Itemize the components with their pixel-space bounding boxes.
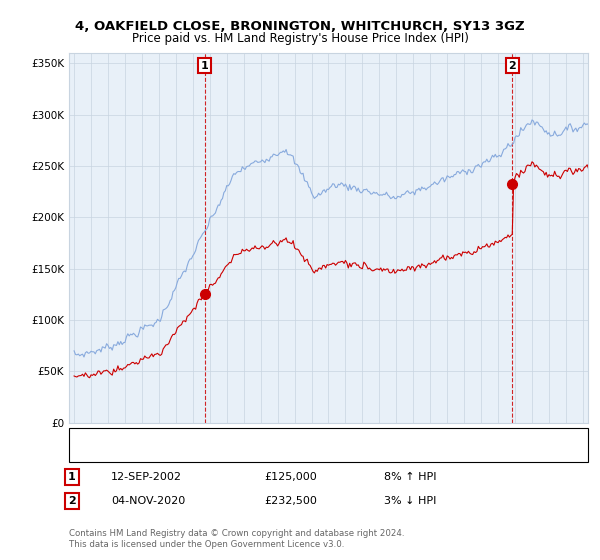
Text: 2: 2	[68, 496, 76, 506]
Text: 8% ↑ HPI: 8% ↑ HPI	[384, 472, 437, 482]
Text: 1: 1	[68, 472, 76, 482]
Text: 2: 2	[508, 60, 516, 71]
Text: Price paid vs. HM Land Registry's House Price Index (HPI): Price paid vs. HM Land Registry's House …	[131, 32, 469, 45]
Text: £232,500: £232,500	[264, 496, 317, 506]
Text: 12-SEP-2002: 12-SEP-2002	[111, 472, 182, 482]
Text: 1: 1	[201, 60, 209, 71]
Text: 04-NOV-2020: 04-NOV-2020	[111, 496, 185, 506]
Text: HPI: Average price, detached house, Wrexham: HPI: Average price, detached house, Wrex…	[110, 448, 341, 458]
Text: 4, OAKFIELD CLOSE, BRONINGTON, WHITCHURCH, SY13 3GZ: 4, OAKFIELD CLOSE, BRONINGTON, WHITCHURC…	[75, 20, 525, 32]
Text: £125,000: £125,000	[264, 472, 317, 482]
Text: Contains HM Land Registry data © Crown copyright and database right 2024.
This d: Contains HM Land Registry data © Crown c…	[69, 529, 404, 549]
Text: 3% ↓ HPI: 3% ↓ HPI	[384, 496, 436, 506]
Text: 4, OAKFIELD CLOSE, BRONINGTON, WHITCHURCH, SY13 3GZ (detached house): 4, OAKFIELD CLOSE, BRONINGTON, WHITCHURC…	[110, 433, 502, 443]
